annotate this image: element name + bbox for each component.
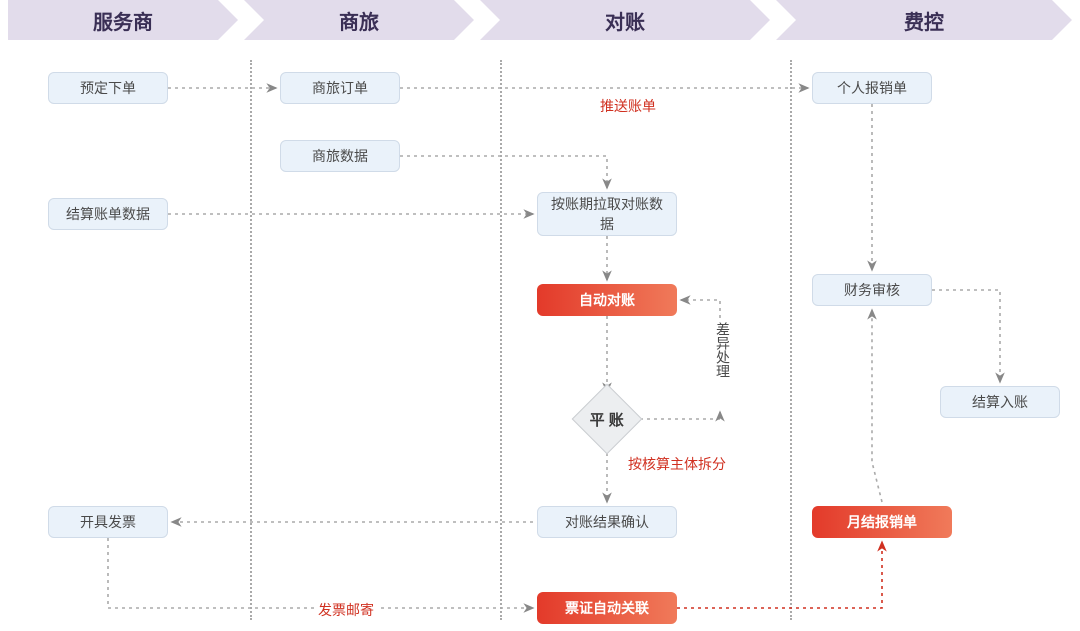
col-sep-2	[500, 60, 502, 620]
node-balance-label: 平 账	[590, 408, 624, 429]
node-pull-recon-label: 按账期拉取对账数据	[546, 194, 668, 234]
node-travel-data-label: 商旅数据	[312, 146, 368, 166]
node-monthly-expense-label: 月结报销单	[847, 512, 917, 532]
header-col-1: 服务商	[8, 0, 238, 40]
node-personal-expense-label: 个人报销单	[837, 78, 907, 98]
node-invoice-label: 开具发票	[80, 512, 136, 532]
node-personal-expense: 个人报销单	[812, 72, 932, 104]
node-diff-handle: 差异处理	[711, 320, 735, 380]
node-confirm-label: 对账结果确认	[565, 512, 649, 532]
node-order-label: 预定下单	[80, 78, 136, 98]
header-col-4: 费控	[776, 0, 1072, 40]
col-sep-3	[790, 60, 792, 620]
edge-label-push-bill: 推送账单	[596, 96, 660, 116]
header-col-2-text: 商旅	[339, 6, 379, 35]
node-pull-recon: 按账期拉取对账数据	[537, 192, 677, 236]
node-settle-in: 结算入账	[940, 386, 1060, 418]
node-finance-audit-label: 财务审核	[844, 280, 900, 300]
node-auto-recon: 自动对账	[537, 284, 677, 316]
node-confirm: 对账结果确认	[537, 506, 677, 538]
header-col-2: 商旅	[244, 0, 474, 40]
node-travel-order-label: 商旅订单	[312, 78, 368, 98]
node-settle-data-label: 结算账单数据	[66, 204, 150, 224]
node-auto-link: 票证自动关联	[537, 592, 677, 624]
node-auto-recon-label: 自动对账	[579, 290, 635, 310]
header-col-4-text: 费控	[904, 6, 944, 35]
node-finance-audit: 财务审核	[812, 274, 932, 306]
node-diff-handle-label: 差异处理	[715, 322, 731, 378]
header-col-3-text: 对账	[605, 6, 645, 35]
edge-label-split: 按核算主体拆分	[624, 454, 730, 474]
header-col-1-text: 服务商	[93, 6, 153, 35]
node-balance: 平 账	[572, 384, 643, 455]
col-sep-1	[250, 60, 252, 620]
node-order: 预定下单	[48, 72, 168, 104]
node-monthly-expense: 月结报销单	[812, 506, 952, 538]
node-travel-data: 商旅数据	[280, 140, 400, 172]
node-invoice: 开具发票	[48, 506, 168, 538]
node-settle-in-label: 结算入账	[972, 392, 1028, 412]
node-travel-order: 商旅订单	[280, 72, 400, 104]
node-auto-link-label: 票证自动关联	[565, 598, 649, 618]
header-col-3: 对账	[480, 0, 770, 40]
node-settle-data: 结算账单数据	[48, 198, 168, 230]
edge-label-mail: 发票邮寄	[314, 600, 378, 620]
